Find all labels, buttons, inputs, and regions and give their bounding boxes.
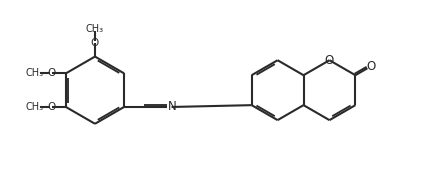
Text: O: O bbox=[324, 54, 333, 67]
Text: CH₃: CH₃ bbox=[26, 102, 44, 112]
Text: O: O bbox=[91, 38, 99, 48]
Text: CH₃: CH₃ bbox=[86, 24, 104, 34]
Text: N: N bbox=[168, 100, 177, 114]
Text: O: O bbox=[48, 102, 56, 112]
Text: O: O bbox=[365, 60, 375, 73]
Text: O: O bbox=[48, 68, 56, 78]
Text: CH₃: CH₃ bbox=[26, 68, 44, 78]
